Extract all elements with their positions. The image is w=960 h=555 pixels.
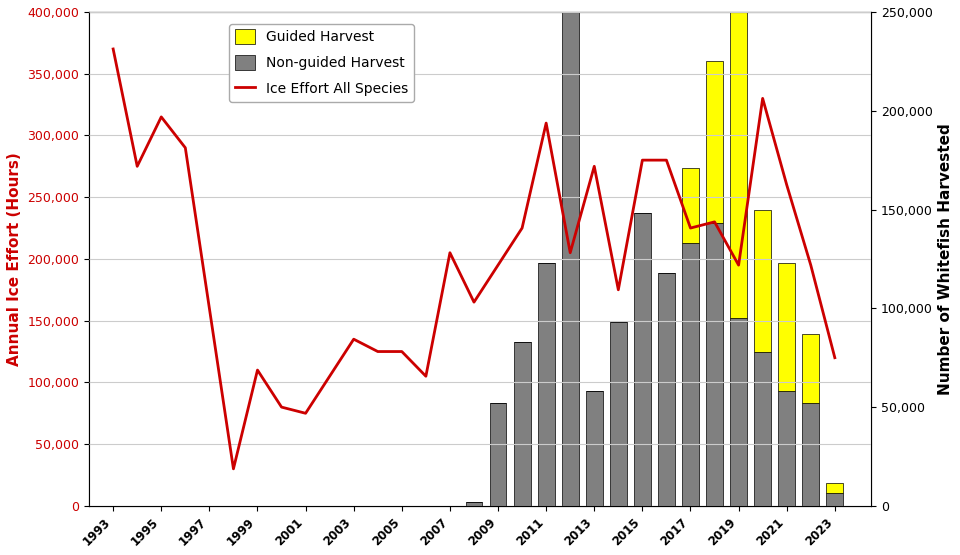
Ice Effort All Species (708, 219, 720, 225)
Bar (827, 493, 843, 506)
Ice Effort All Species (444, 249, 456, 256)
Ice Effort All Species (780, 181, 792, 188)
Ice Effort All Species (732, 262, 744, 269)
Ice Effort All Species (300, 410, 311, 417)
Bar (610, 322, 627, 506)
Ice Effort All Species (660, 157, 672, 164)
Bar (755, 210, 771, 352)
Ice Effort All Species (204, 305, 215, 312)
Ice Effort All Species (420, 373, 432, 380)
Ice Effort All Species (564, 249, 576, 256)
Bar (731, 318, 747, 506)
Bar (538, 263, 555, 506)
Ice Effort All Species (180, 144, 191, 151)
Bar (731, 0, 747, 318)
Y-axis label: Number of Whitefish Harvested: Number of Whitefish Harvested (938, 123, 953, 395)
Bar (586, 391, 603, 506)
Bar (682, 243, 699, 506)
Line: Ice Effort All Species: Ice Effort All Species (113, 49, 835, 469)
Ice Effort All Species (492, 262, 504, 269)
Bar (779, 391, 795, 506)
Ice Effort All Species (684, 225, 696, 231)
Bar (803, 403, 819, 506)
Ice Effort All Species (372, 348, 384, 355)
Ice Effort All Species (396, 348, 408, 355)
Bar (779, 263, 795, 391)
Y-axis label: Annual Ice Effort (Hours): Annual Ice Effort (Hours) (7, 152, 22, 366)
Ice Effort All Species (108, 46, 119, 52)
Ice Effort All Species (829, 355, 841, 361)
Ice Effort All Species (636, 157, 648, 164)
Bar (755, 352, 771, 506)
Ice Effort All Species (132, 163, 143, 170)
Legend: Guided Harvest, Non-guided Harvest, Ice Effort All Species: Guided Harvest, Non-guided Harvest, Ice … (228, 24, 415, 102)
Ice Effort All Species (324, 373, 335, 380)
Bar (707, 62, 723, 223)
Bar (634, 214, 651, 506)
Bar (562, 0, 579, 506)
Ice Effort All Species (588, 163, 600, 170)
Ice Effort All Species (612, 286, 624, 293)
Ice Effort All Species (252, 367, 263, 374)
Bar (658, 273, 675, 506)
Bar (707, 223, 723, 506)
Ice Effort All Species (468, 299, 480, 305)
Ice Effort All Species (805, 262, 817, 269)
Bar (514, 342, 531, 506)
Ice Effort All Species (348, 336, 359, 342)
Ice Effort All Species (228, 466, 239, 472)
Ice Effort All Species (516, 225, 528, 231)
Bar (803, 334, 819, 403)
Bar (466, 502, 483, 506)
Bar (827, 483, 843, 493)
Ice Effort All Species (276, 404, 287, 411)
Bar (490, 403, 507, 506)
Ice Effort All Species (540, 120, 552, 127)
Ice Effort All Species (756, 95, 768, 102)
Ice Effort All Species (156, 114, 167, 120)
Bar (682, 168, 699, 243)
